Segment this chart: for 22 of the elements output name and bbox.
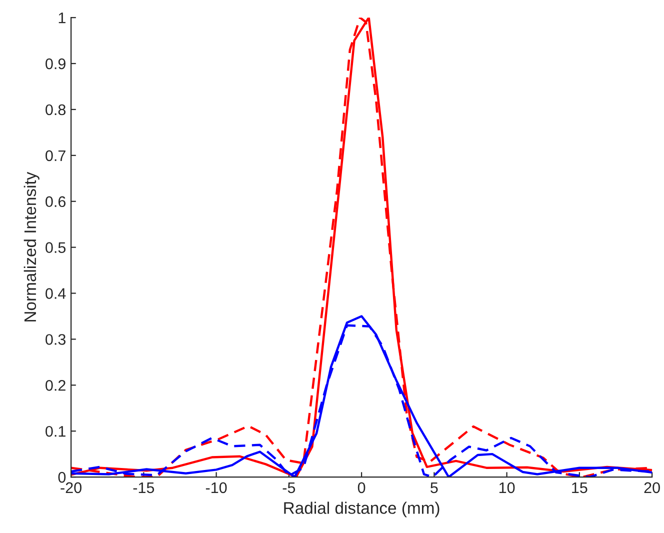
y-tick-label: 0: [58, 472, 66, 483]
x-tick-label: -15: [133, 482, 154, 494]
y-axis-title: Normalized Intensity: [24, 172, 40, 322]
x-tick-label: -5: [282, 482, 296, 494]
y-tick-label: 0.3: [46, 334, 66, 345]
y-tick-label: 0.2: [46, 380, 66, 391]
x-tick-label: 15: [572, 482, 588, 494]
y-tick-label: 0.6: [46, 196, 66, 208]
y-tick-label: 1: [58, 12, 66, 24]
y-tick-label: 0.9: [46, 58, 66, 70]
x-tick-label: 5: [430, 482, 438, 494]
y-tick-label: 0.7: [46, 150, 66, 162]
x-tick-label: -20: [60, 482, 82, 494]
x-tick-label: 10: [499, 482, 515, 494]
x-tick-label: -10: [206, 482, 227, 494]
y-tick-label: 0.4: [46, 288, 66, 299]
y-tick-label: 0.1: [46, 426, 66, 437]
x-tick-label: 20: [644, 482, 660, 494]
x-tick-label: 0: [358, 482, 366, 494]
y-tick-label: 0.8: [46, 104, 66, 116]
y-tick-label: 0.5: [46, 242, 66, 253]
x-axis-title: Radial distance (mm): [284, 502, 440, 518]
